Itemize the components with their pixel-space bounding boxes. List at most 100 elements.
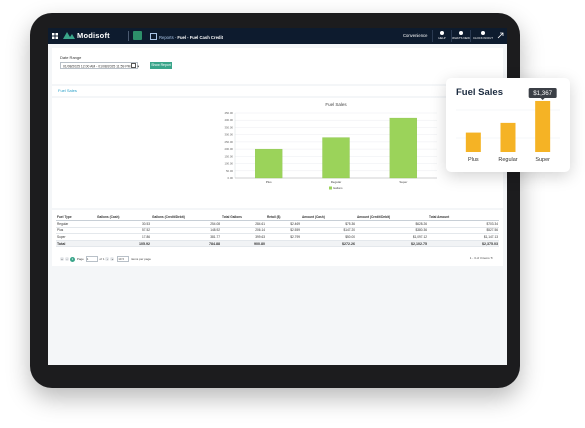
- table-cell: $2.559: [266, 227, 301, 235]
- table-cell: $75.36: [301, 220, 356, 228]
- callout-x-label: Super: [535, 157, 550, 163]
- chart-bar-plus[interactable]: [255, 148, 283, 179]
- table-row: Plus 57.52 148.92 206.14 $2.559 $147.20 $380.3…: [56, 227, 499, 235]
- help-icon: [440, 31, 444, 35]
- callout-tooltip-arrow: [540, 97, 545, 100]
- table-cell: $2.799: [266, 233, 301, 241]
- column-header[interactable]: Total Amount: [428, 214, 499, 221]
- help-label: HELP: [438, 36, 446, 40]
- table-cell: 57.52: [96, 227, 151, 235]
- column-header[interactable]: Amount (Credit/Debit): [356, 214, 428, 221]
- next-page-button[interactable]: ›: [105, 257, 110, 261]
- table-cell: $2,375.03: [428, 240, 499, 248]
- table-cell: 17.86: [96, 233, 151, 241]
- table-cell: 284.61: [221, 220, 266, 228]
- table-cell: 254.08: [151, 220, 221, 228]
- whats-new-button[interactable]: WHAT'S NEW: [451, 30, 470, 42]
- breadcrumb-section[interactable]: Reports: [159, 34, 174, 40]
- filter-panel: Date Range 01/08/2025 12:00 AM - 01/08/2…: [52, 48, 503, 84]
- page-count: of 1: [99, 256, 105, 261]
- brand-logo[interactable]: Modisoft: [63, 31, 110, 40]
- table-cell: 900.80: [221, 240, 266, 248]
- top-bar: Modisoft Reports - Fuel - Fuel Cash Cred…: [48, 28, 507, 44]
- org-name[interactable]: Convenience: [403, 33, 428, 38]
- y-tick-label: 400.00: [224, 118, 233, 122]
- whats-new-label: WHAT'S NEW: [452, 36, 470, 40]
- expand-icon[interactable]: [497, 32, 504, 39]
- page-size-value: 10: [118, 257, 122, 261]
- table-total-row: Total 105.92 784.88 900.80 $272.26 $2,102.75 $…: [56, 240, 499, 248]
- column-header[interactable]: Fuel Type: [56, 214, 96, 221]
- column-header[interactable]: Amount (Cash): [301, 214, 356, 221]
- table-cell: $147.20: [301, 227, 356, 235]
- range-text: 1 - 3 of 3 items: [469, 256, 490, 260]
- table-cell: 206.14: [221, 227, 266, 235]
- calendar-icon[interactable]: [131, 63, 137, 68]
- mountain-logo-icon: [63, 32, 75, 39]
- y-tick-label: 50.00: [226, 169, 233, 173]
- table-cell: $1,147.13: [428, 233, 499, 241]
- fuel-sales-chart: Fuel Sales 0.00 50.00 100.00 150.00 200.00 250…: [52, 98, 503, 208]
- table-cell: $50.00: [301, 233, 356, 241]
- show-report-button[interactable]: Show Report: [150, 62, 172, 69]
- date-range-value: 01/08/2025 12:00 AM - 01/08/2025 11:59 P…: [63, 64, 131, 69]
- table-cell: Total: [56, 240, 96, 248]
- date-range-input[interactable]: 01/08/2025 12:00 AM - 01/08/2025 11:59 P…: [60, 62, 139, 69]
- callout-x-label: Regular: [498, 157, 517, 163]
- prev-page-button[interactable]: ‹: [65, 257, 69, 261]
- chart-bar-super[interactable]: [389, 117, 417, 179]
- callout-bar-super[interactable]: [535, 100, 551, 152]
- y-tick-label: 0.00: [228, 176, 234, 180]
- app-screen: Modisoft Reports - Fuel - Fuel Cash Cred…: [48, 28, 507, 365]
- pager-range: 1 - 3 of 3 items ↻: [470, 256, 493, 260]
- callout-chart-svg: Plus Regular Super $1,367: [456, 87, 560, 163]
- y-tick-label: 200.00: [224, 147, 233, 151]
- last-page-button[interactable]: »: [110, 257, 115, 261]
- help-button[interactable]: HELP: [432, 30, 451, 42]
- fuel-table: Fuel Type Gallons (Cash) Gallons (Credit/D…: [56, 214, 499, 248]
- table-cell: $628.26: [356, 220, 428, 228]
- brand-name: Modisoft: [77, 31, 110, 40]
- refresh-icon[interactable]: ↻: [490, 256, 493, 260]
- report-icon: [150, 32, 157, 40]
- callout-tooltip-text: $1,367: [533, 90, 552, 97]
- table-cell: [266, 240, 301, 248]
- chart-bar-regular[interactable]: [322, 137, 350, 179]
- column-header[interactable]: Gallons (Cash): [96, 214, 151, 221]
- pager: «‹ 1 Page 1 of 1 ›» 10 ▾ items per page 1…: [60, 256, 497, 262]
- table-header-row: Fuel Type Gallons (Cash) Gallons (Credit/D…: [56, 214, 499, 221]
- table-cell: 399.63: [221, 233, 266, 241]
- breadcrumb-page: Fuel - Fuel Cash Credit: [177, 34, 224, 40]
- y-tick-label: 450.00: [224, 111, 233, 115]
- current-page-button[interactable]: 1: [70, 256, 75, 262]
- table-cell: 784.88: [151, 240, 221, 248]
- table-cell: 381.77: [151, 233, 221, 241]
- apps-grid-icon[interactable]: [52, 33, 58, 39]
- table-body: Regular 30.53 254.08 284.61 $2.469 $75.36 $628…: [56, 220, 499, 248]
- page-input[interactable]: 1: [85, 256, 98, 262]
- callout-bar-regular[interactable]: [500, 122, 516, 152]
- x-tick-label: Regular: [331, 180, 342, 184]
- callout-tooltip: [528, 87, 557, 98]
- table-cell: $1,097.12: [356, 233, 428, 241]
- legend-swatch: [329, 186, 332, 190]
- reports-app-icon[interactable]: [133, 31, 142, 40]
- page-size-select[interactable]: 10 ▾: [117, 256, 130, 262]
- x-tick-label: Super: [399, 180, 407, 184]
- column-header[interactable]: Total Gallons: [221, 214, 266, 221]
- callout-bar-plus[interactable]: [465, 132, 481, 152]
- column-header[interactable]: Gallons (Credit/Debit): [151, 214, 221, 221]
- legend-label[interactable]: Gallons: [333, 186, 343, 190]
- fuel-sales-chart-svg: Fuel Sales 0.00 50.00 100.00 150.00 200.00 250…: [224, 102, 437, 190]
- table-row: Super 17.86 381.77 399.63 $2.799 $50.00 $1,097…: [56, 233, 499, 241]
- clock-in-out-button[interactable]: CLOCK IN/OUT: [470, 30, 495, 42]
- table-cell: $272.26: [301, 240, 356, 248]
- y-tick-label: 100.00: [224, 162, 233, 166]
- table-cell: $380.36: [356, 227, 428, 235]
- date-range-label: Date Range: [60, 55, 82, 60]
- first-page-button[interactable]: «: [60, 257, 64, 261]
- divider: [128, 31, 129, 41]
- column-header[interactable]: Retail ($): [266, 214, 301, 221]
- callout-title: Fuel Sales: [456, 87, 503, 98]
- x-tick-label: Plus: [266, 180, 272, 184]
